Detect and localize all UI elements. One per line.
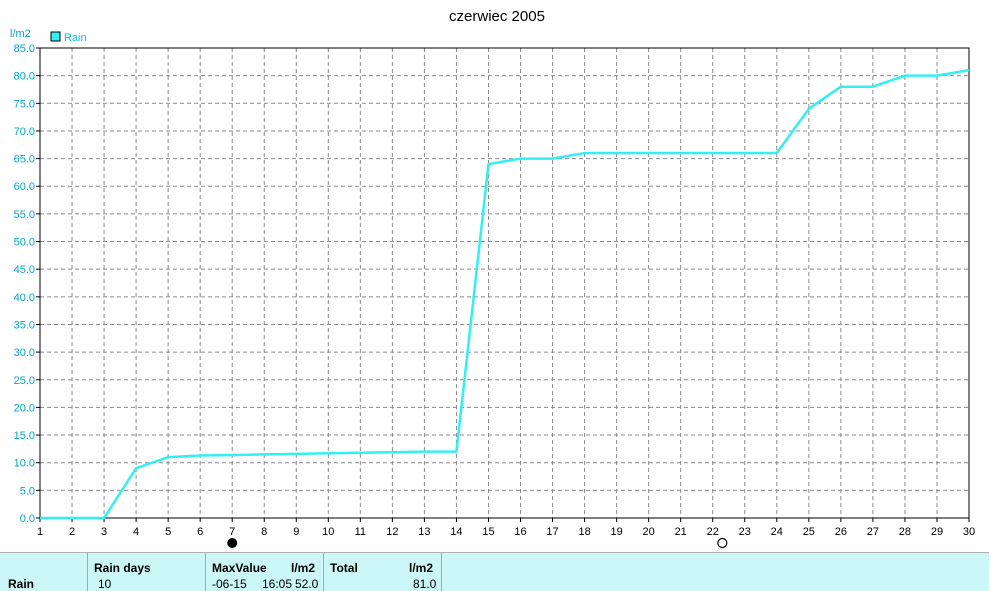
y-tick-label: 80.0: [14, 71, 35, 83]
summary-table: Rain Rain days 10 MaxValue l/m2 -06-15 1…: [0, 552, 989, 591]
rain-days-label: Rain days: [94, 561, 151, 575]
y-tick-label: 40.0: [14, 292, 35, 304]
x-tick-label: 26: [835, 526, 847, 538]
x-tick-label: 22: [707, 526, 719, 538]
y-tick-label: 15.0: [14, 430, 35, 442]
x-tick-label: 28: [899, 526, 911, 538]
x-tick-label: 1: [37, 526, 43, 538]
y-tick-label: 55.0: [14, 209, 35, 221]
plot-frame: [39, 47, 970, 519]
max-value-amount: 52.0: [295, 577, 319, 591]
new-moon-marker: [717, 537, 728, 549]
x-tick-label: 18: [578, 526, 590, 538]
x-tick-label: 2: [69, 526, 75, 538]
max-value-time: 16:05: [262, 577, 293, 591]
full-moon-marker: [227, 538, 238, 548]
x-tick-label: 29: [931, 526, 943, 538]
y-tick-label: 0.0: [20, 513, 35, 525]
y-axis-unit-label: l/m2: [10, 28, 31, 40]
total-unit: l/m2: [409, 561, 434, 575]
x-tick-label: 9: [293, 526, 299, 538]
rain-chart: czerwiec 2005 l/m2 Rain 0.05.010.015.020…: [10, 8, 975, 549]
y-tick-label: 10.0: [14, 458, 35, 470]
max-value-label: MaxValue: [212, 561, 267, 575]
max-value-date: -06-15: [212, 577, 247, 591]
rain-days-value: 10: [98, 577, 112, 591]
total-value: 81.0: [413, 577, 437, 591]
x-tick-label: 3: [101, 526, 107, 538]
x-tick-label: 7: [229, 526, 235, 538]
rain-days-cell: Rain days 10: [88, 553, 206, 591]
x-axis-ticks: 1 2 3 4 5 6 7 8 9 10 11 12 13 14 15 16 17 18 19 20 21 22 23 24 2…: [37, 518, 975, 538]
x-tick-label: 21: [675, 526, 687, 538]
y-tick-label: 50.0: [14, 237, 35, 249]
rain-series-line: [40, 68, 970, 520]
y-tick-label: 45.0: [14, 264, 35, 276]
y-tick-label: 85.0: [14, 43, 35, 55]
y-tick-label: 30.0: [14, 347, 35, 359]
x-tick-label: 6: [197, 526, 203, 538]
legend-swatch: [50, 31, 61, 42]
x-tick-label: 24: [771, 526, 783, 538]
legend-label: Rain: [64, 32, 87, 44]
summary-empty-cell: [442, 553, 989, 591]
y-tick-label: 60.0: [14, 181, 35, 193]
x-tick-label: 13: [418, 526, 430, 538]
summary-row-label: Rain: [8, 577, 35, 591]
x-tick-label: 20: [643, 526, 655, 538]
y-tick-label: 75.0: [14, 98, 35, 110]
summary-row-label-cell: Rain: [0, 553, 88, 591]
x-tick-label: 27: [867, 526, 879, 538]
grid-lines: [40, 48, 969, 518]
y-tick-label: 70.0: [14, 126, 35, 138]
x-tick-label: 16: [514, 526, 526, 538]
x-tick-label: 15: [482, 526, 494, 538]
x-tick-label: 23: [739, 526, 751, 538]
x-tick-label: 5: [165, 526, 171, 538]
y-tick-label: 65.0: [14, 154, 35, 166]
x-tick-label: 14: [450, 526, 462, 538]
x-tick-label: 12: [386, 526, 398, 538]
max-value-cell: MaxValue l/m2 -06-15 16:05 52.0: [206, 553, 324, 591]
total-label: Total: [330, 561, 358, 575]
x-tick-label: 10: [322, 526, 334, 538]
x-tick-label: 11: [355, 526, 366, 538]
y-axis-ticks: 0.0 5.0 10.0 15.0 20.0 25.0 30.0 35.0 40.0 45.0 50…: [14, 43, 40, 525]
y-tick-label: 20.0: [14, 402, 35, 414]
y-tick-label: 25.0: [14, 375, 35, 387]
max-value-unit: l/m2: [291, 561, 316, 575]
x-tick-label: 19: [610, 526, 622, 538]
x-tick-label: 8: [261, 526, 267, 538]
moon-markers: [227, 537, 728, 549]
y-tick-label: 5.0: [20, 485, 35, 497]
x-tick-label: 17: [546, 526, 558, 538]
x-tick-label: 4: [133, 526, 139, 538]
x-tick-label: 30: [963, 526, 975, 538]
total-cell: Total l/m2 81.0: [324, 553, 442, 591]
chart-title: czerwiec 2005: [449, 8, 545, 25]
x-tick-label: 25: [803, 526, 815, 538]
y-tick-label: 35.0: [14, 319, 35, 331]
